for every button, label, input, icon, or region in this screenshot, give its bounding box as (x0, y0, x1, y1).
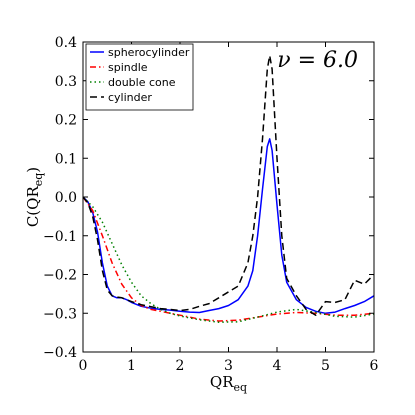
x-tick-label: 2 (176, 358, 185, 374)
y-axis-label-sub: eq (32, 173, 45, 187)
y-axis-label-close: ) (24, 167, 42, 173)
x-tick-label: 3 (224, 358, 233, 374)
legend-label: double cone (108, 76, 176, 89)
nu-annotation: ν = 6.0 (277, 48, 358, 73)
y-tick-label: 0.2 (55, 113, 77, 129)
x-axis-label: QReq (210, 373, 247, 394)
series-line-spherocylinder (82, 138, 375, 315)
x-tick-label: 4 (273, 358, 282, 374)
legend-label: cylinder (108, 91, 152, 104)
series-lines (82, 54, 375, 323)
y-axis-label: C(QReq) (24, 167, 45, 227)
y-tick-label: 0.1 (55, 151, 77, 167)
legend-box (85, 43, 194, 111)
legend-label: spindle (108, 61, 148, 74)
series-line-spindle (82, 196, 375, 322)
x-tick-label: 5 (321, 358, 330, 374)
axis-ticks (82, 41, 375, 353)
x-axis-label-main: QR (210, 373, 234, 391)
y-tick-label: 0.4 (55, 35, 77, 51)
y-tick-label: −0.2 (43, 268, 77, 284)
series-line-double-cone (82, 196, 375, 323)
legend-label: spherocylinder (108, 46, 190, 59)
y-tick-label: 0.3 (55, 74, 77, 90)
y-tick-label: 0.0 (55, 190, 77, 206)
y-tick-label: −0.3 (43, 306, 77, 322)
y-tick-label: −0.4 (43, 345, 77, 361)
tick-labels: 0 1 2 3 4 5 6 −0.4 −0.3 −0.2 −0.1 0.0 0.1 0.2 0.3 0.4 (43, 35, 379, 374)
y-axis-label-main: C(QR (24, 186, 42, 228)
x-tick-label: 0 (79, 358, 88, 374)
x-axis-label-sub: eq (234, 381, 248, 394)
y-tick-label: −0.1 (43, 229, 77, 245)
x-tick-label: 6 (370, 358, 379, 374)
legend: spherocylinder spindle double cone cylinder (85, 43, 194, 111)
x-tick-label: 1 (127, 358, 136, 374)
